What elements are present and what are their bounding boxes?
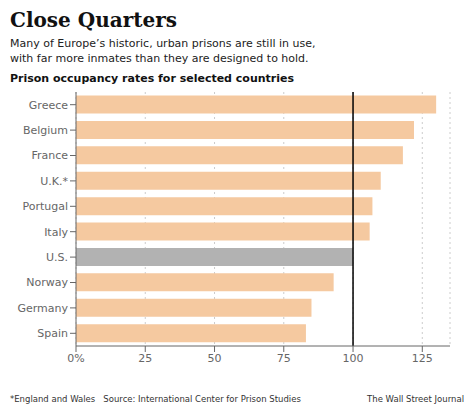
svg-text:Germany: Germany [17, 302, 68, 315]
html-text:Prison occupancy rates for sel: Prison occupancy rates for selected coun… [10, 72, 294, 85]
svg-text:Belgium: Belgium [23, 124, 68, 137]
html-text:*England and Wales Source: Int: *England and Wales Source: International… [10, 394, 301, 404]
svg-text:125: 125 [412, 352, 433, 365]
html-text:with far more inmates than the: with far more inmates than they are desi… [10, 52, 309, 65]
svg-text:25: 25 [138, 352, 152, 365]
svg-text:75: 75 [277, 352, 291, 365]
svg-text:Greece: Greece [29, 99, 68, 112]
svg-text:France: France [31, 149, 68, 162]
svg-text:100: 100 [343, 352, 364, 365]
svg-text:U.S.: U.S. [46, 251, 68, 264]
html-text:Many of Europe’s historic, urb: Many of Europe’s historic, urban prisons… [10, 37, 316, 50]
svg-text:Spain: Spain [37, 327, 68, 340]
svg-text:Portugal: Portugal [22, 200, 68, 213]
html-text:Close Quarters: Close Quarters [10, 8, 177, 32]
svg-text:Norway: Norway [26, 276, 68, 289]
svg-text:Italy: Italy [44, 226, 68, 239]
html-text:The Wall Street Journal: The Wall Street Journal [367, 394, 464, 404]
svg-text:U.K.*: U.K.* [40, 175, 68, 188]
svg-text:50: 50 [208, 352, 222, 365]
svg-text:0%: 0% [67, 352, 84, 365]
